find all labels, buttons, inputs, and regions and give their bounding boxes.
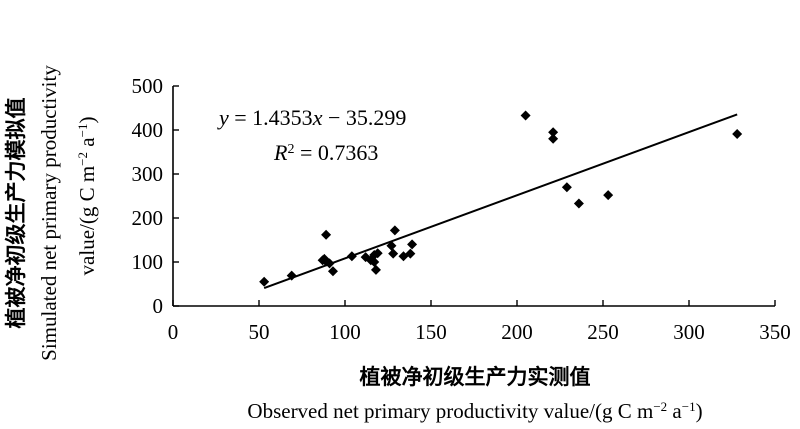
x-tick-label: 250	[587, 320, 619, 344]
x-tick-label: 150	[415, 320, 447, 344]
r-squared-label: R2 = 0.7363	[273, 140, 378, 165]
data-point	[370, 264, 381, 275]
x-tick-label: 0	[168, 320, 179, 344]
data-point	[520, 110, 531, 121]
data-point	[405, 248, 416, 259]
data-point	[548, 127, 559, 138]
data-point	[561, 182, 572, 193]
data-point	[327, 266, 338, 277]
x-axis-title-en: Observed net primary productivity value/…	[247, 399, 702, 424]
data-point	[259, 276, 270, 287]
y-axis-title-en-line2: value/(g C m−2 a−1)	[75, 117, 100, 276]
data-point	[388, 248, 399, 259]
y-tick-label: 100	[132, 250, 164, 274]
x-tick-label: 300	[673, 320, 705, 344]
data-point	[372, 248, 383, 259]
data-point	[732, 128, 743, 139]
y-tick-label: 0	[153, 294, 164, 318]
y-tick-label: 400	[132, 118, 164, 142]
x-tick-label: 200	[501, 320, 533, 344]
data-point	[603, 190, 614, 201]
data-point	[346, 251, 357, 262]
x-tick-label: 100	[329, 320, 361, 344]
y-tick-label: 500	[132, 74, 164, 98]
data-point	[407, 239, 418, 250]
data-point	[548, 133, 559, 144]
x-ticks: 0 50 100 150 200 250 300 350	[168, 300, 791, 344]
data-point	[389, 225, 400, 236]
data-points	[259, 110, 743, 287]
regression-line	[263, 113, 738, 289]
x-tick-label: 50	[249, 320, 270, 344]
data-point	[573, 198, 584, 209]
y-tick-label: 300	[132, 162, 164, 186]
data-point	[386, 240, 397, 251]
regression-equation: y = 1.4353x − 35.299	[217, 105, 406, 130]
data-point	[369, 257, 380, 267]
x-tick-label: 350	[759, 320, 791, 344]
data-point	[324, 258, 335, 269]
y-ticks: 0 100 200 300 400 500	[132, 74, 179, 318]
y-axis-title-cn: 植被净初级生产力模拟值	[4, 98, 28, 329]
y-tick-label: 200	[132, 206, 164, 230]
data-point	[321, 229, 332, 240]
data-point	[286, 270, 297, 281]
x-axis-title-cn: 植被净初级生产力实测值	[360, 365, 591, 389]
y-axis-title-en-line1: Simulated net primary productivity	[37, 65, 61, 361]
